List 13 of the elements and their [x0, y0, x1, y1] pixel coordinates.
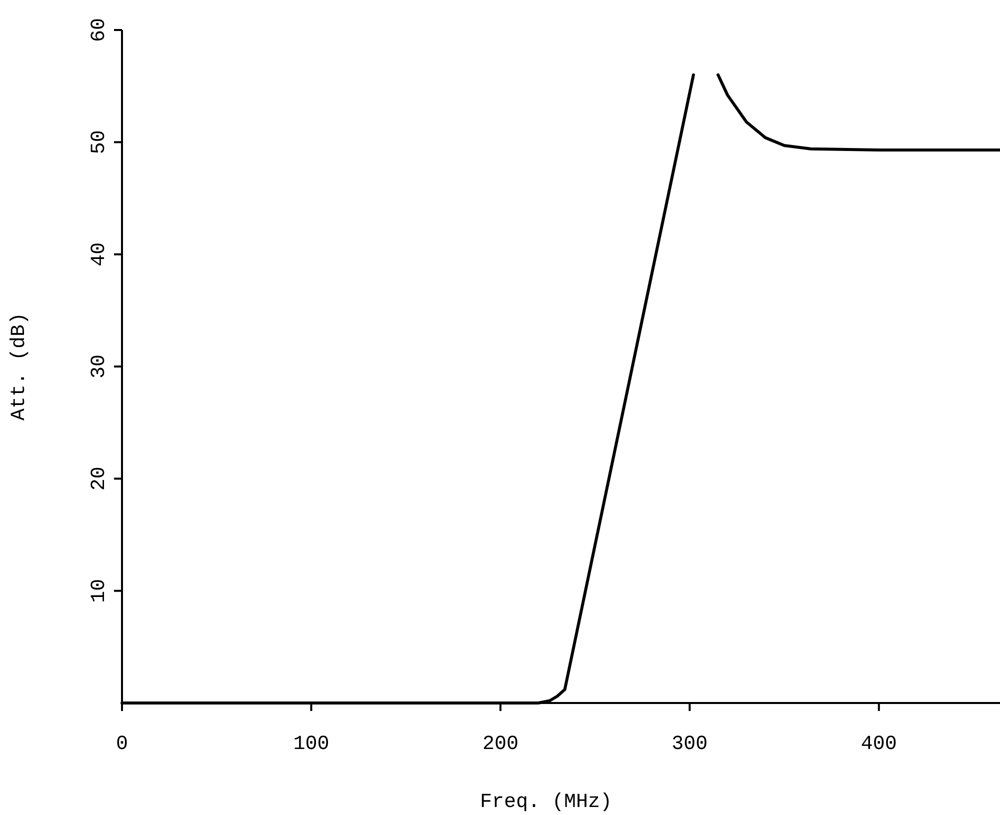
x-axis-title: Freq. (MHz): [480, 791, 612, 814]
y-tick-label: 60: [88, 18, 111, 42]
y-tick-label: 10: [88, 578, 111, 603]
x-tick-label: 0: [116, 733, 128, 756]
y-tick-label: 50: [88, 130, 111, 154]
x-tick-label: 200: [482, 733, 518, 756]
x-tick-label: 400: [860, 733, 897, 756]
x-tick-label: 100: [293, 733, 330, 756]
y-tick-label: 40: [88, 242, 111, 266]
x-tick-label: 300: [672, 733, 708, 756]
y-tick-label: 20: [88, 466, 111, 491]
y-tick-label: 30: [88, 354, 111, 379]
y-axis-title: Att. (dB): [8, 312, 31, 421]
